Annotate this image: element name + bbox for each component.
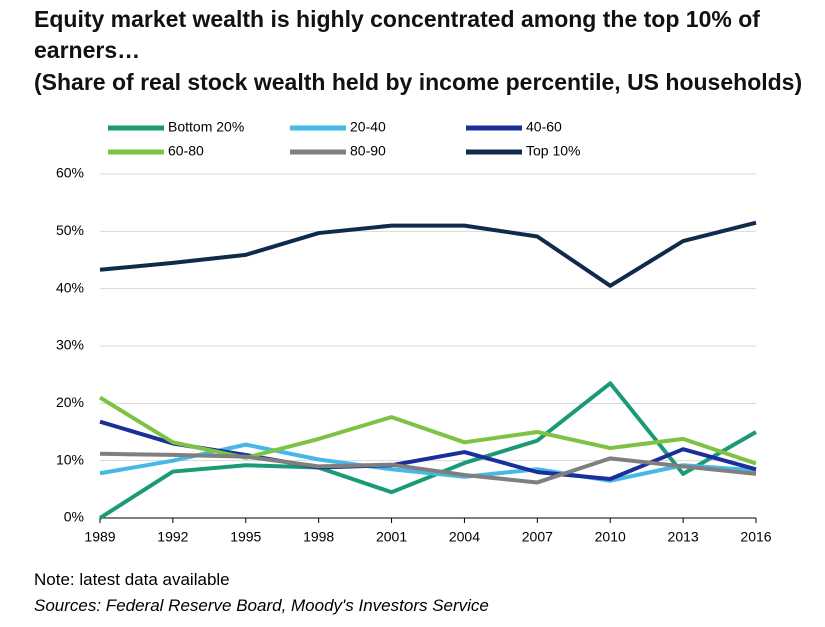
series-line	[98, 381, 757, 520]
legend-label: Top 10%	[526, 143, 580, 159]
series-line	[99, 442, 757, 483]
note: Note: latest data available	[34, 570, 230, 589]
y-tick-label: 30%	[56, 337, 84, 353]
y-tick-label: 10%	[56, 451, 84, 467]
x-tick-label: 1998	[303, 529, 334, 545]
x-tick-label: 2010	[595, 529, 626, 545]
series-line	[99, 220, 757, 288]
legend-label: 80-90	[350, 143, 386, 159]
legend-label: Bottom 20%	[168, 119, 244, 135]
legend-label: 40-60	[526, 119, 562, 135]
x-tick-label: 2004	[449, 529, 480, 545]
y-tick-label: 50%	[56, 222, 84, 238]
x-tick-label: 2013	[668, 529, 699, 545]
series-line	[98, 395, 757, 466]
x-tick-label: 1992	[157, 529, 188, 545]
source: Sources: Federal Reserve Board, Moody's …	[34, 596, 489, 615]
chart-title: Equity market wealth is highly concentra…	[34, 6, 760, 63]
x-tick-label: 2001	[376, 529, 407, 545]
legend-label: 60-80	[168, 143, 204, 159]
x-tick-label: 2016	[740, 529, 771, 545]
chart-subtitle: (Share of real stock wealth held by inco…	[34, 69, 803, 95]
y-tick-label: 40%	[56, 279, 84, 295]
y-tick-label: 20%	[56, 394, 84, 410]
x-tick-label: 1995	[230, 529, 261, 545]
y-tick-label: 0%	[64, 509, 84, 525]
y-tick-label: 60%	[56, 165, 84, 181]
legend-label: 20-40	[350, 119, 386, 135]
series-line	[99, 451, 757, 485]
x-tick-label: 1989	[84, 529, 115, 545]
x-tick-label: 2007	[522, 529, 553, 545]
